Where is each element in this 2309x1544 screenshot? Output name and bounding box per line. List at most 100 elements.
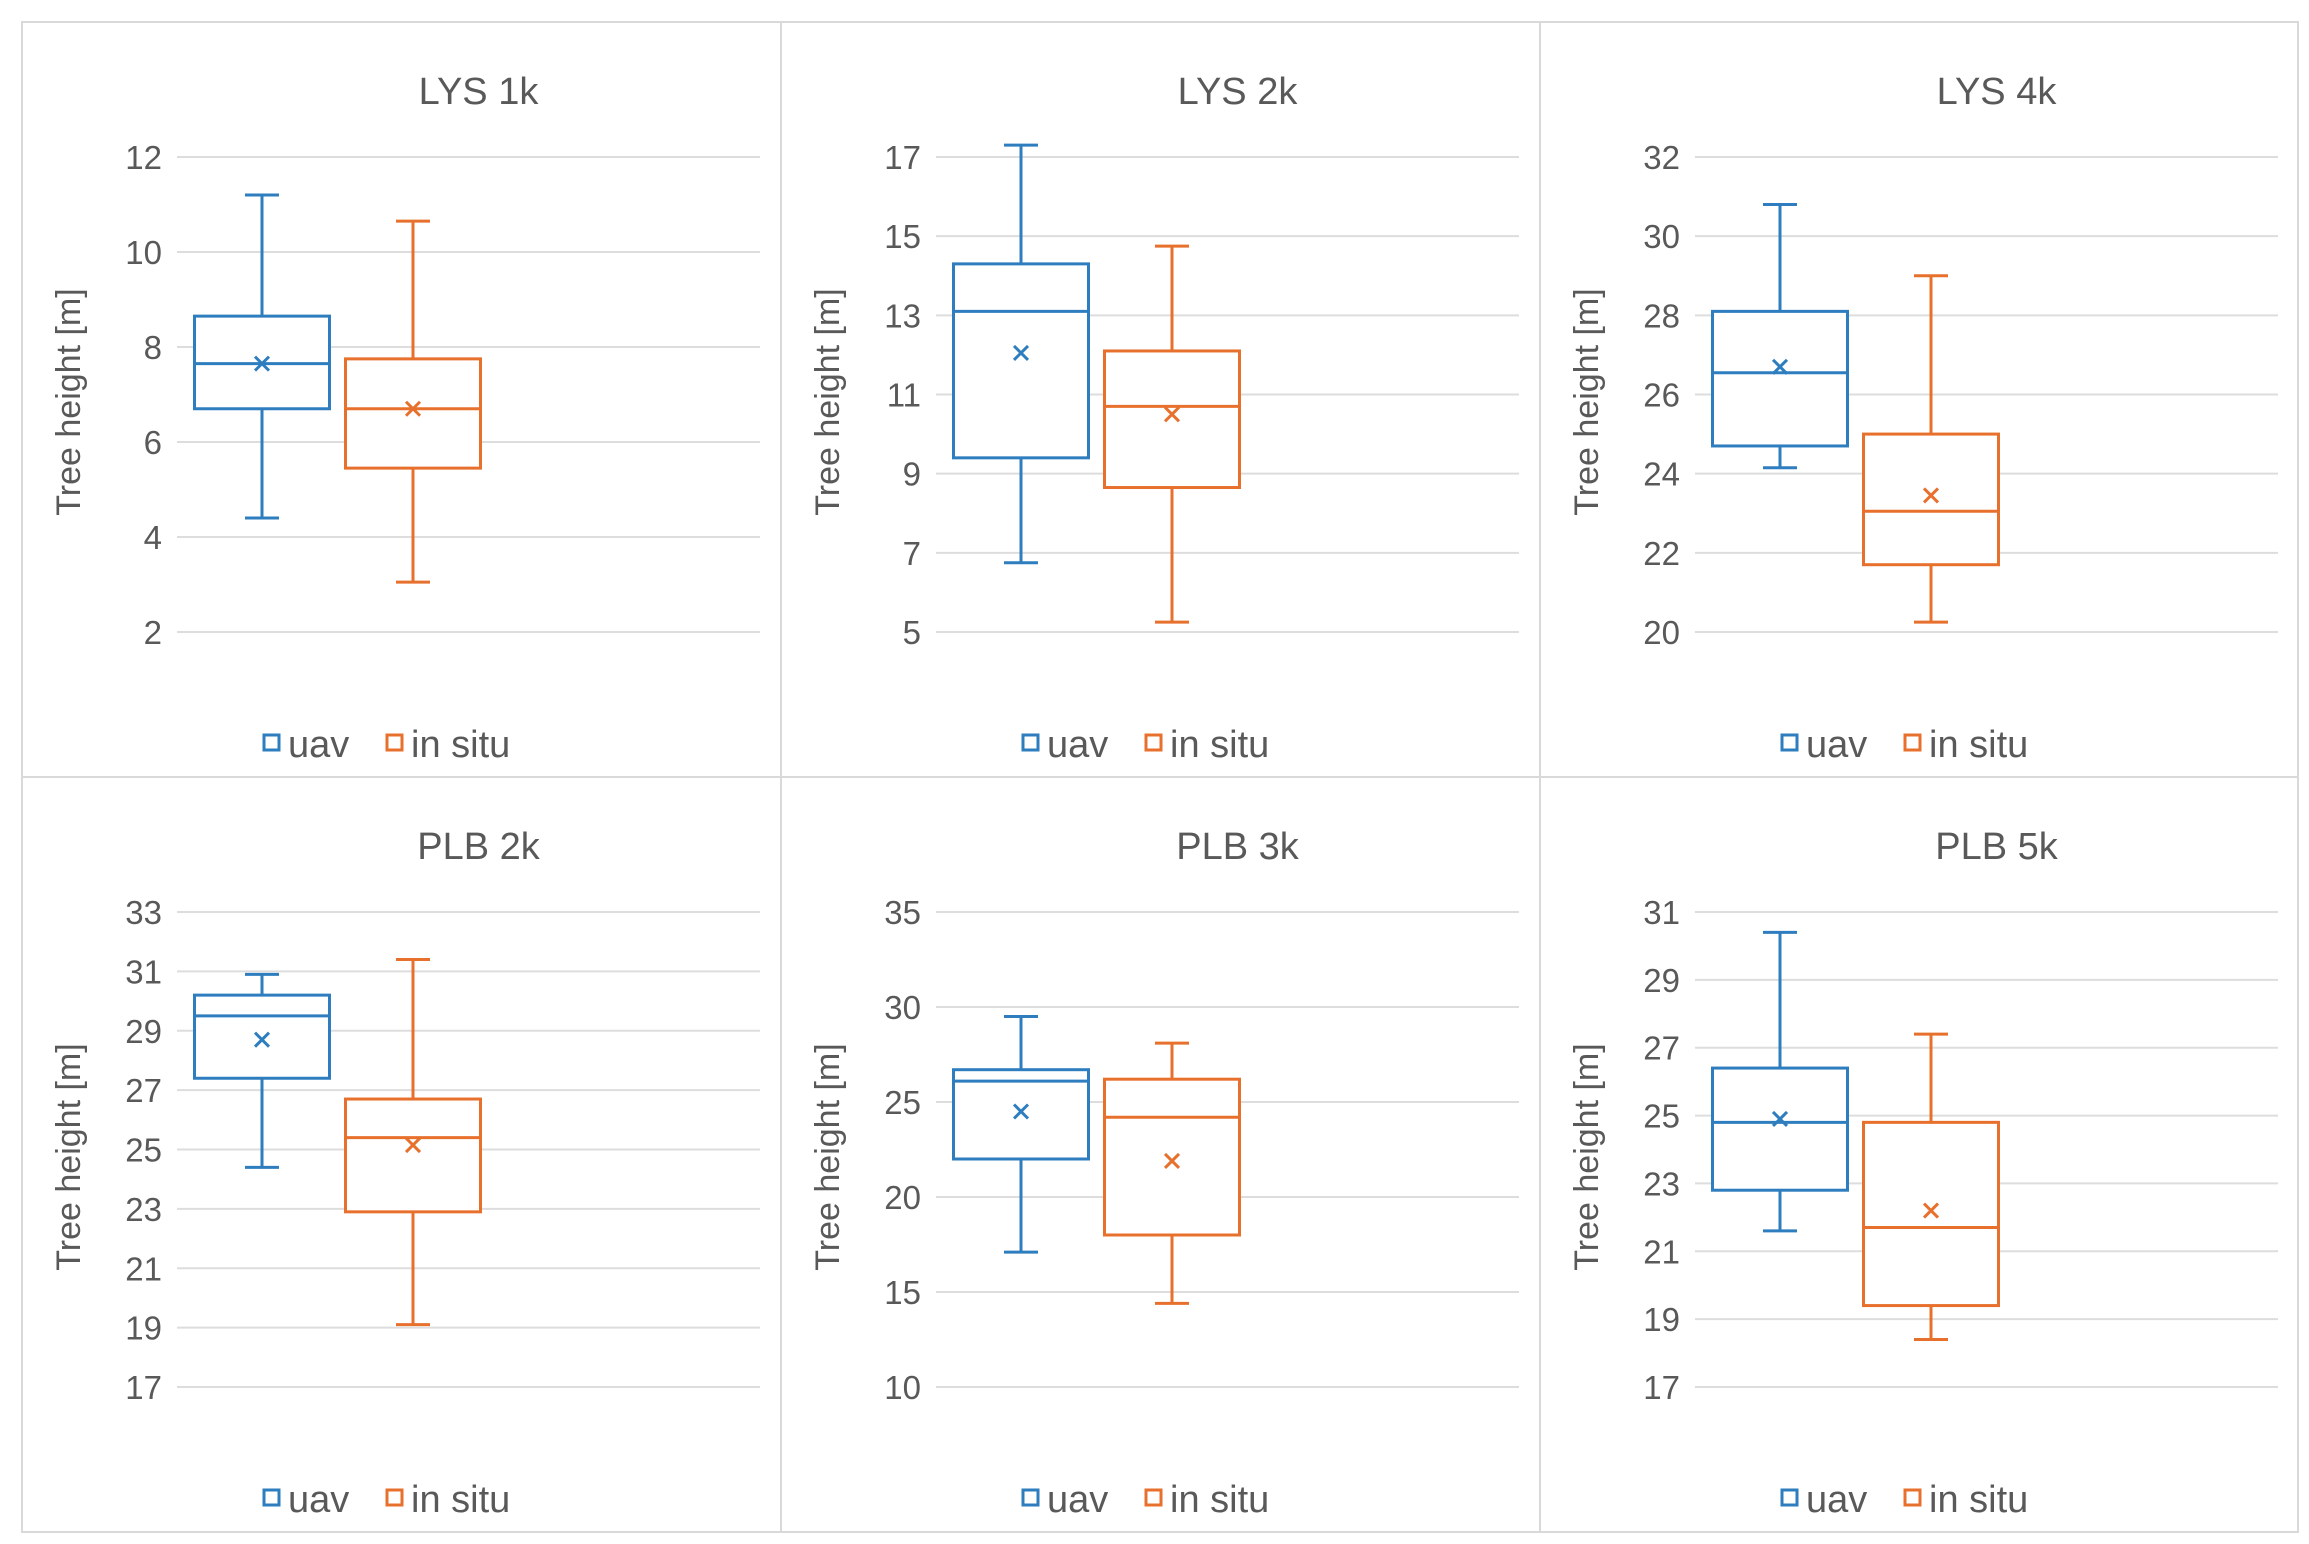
box-iqr — [1103, 1077, 1241, 1237]
legend-swatch — [1903, 1488, 1922, 1507]
legend-swatch — [1780, 733, 1799, 752]
y-tick-label: 31 — [125, 953, 162, 990]
y-tick-label: 10 — [884, 1369, 921, 1406]
box-plot-in-situ — [344, 219, 482, 584]
box-iqr — [193, 993, 331, 1080]
box-plot-uav — [1711, 930, 1849, 1233]
y-tick-label: 32 — [1643, 139, 1680, 176]
legend-label: uav — [1806, 1479, 1867, 1521]
y-tick-label: 13 — [884, 297, 921, 334]
y-tick-label: 7 — [903, 535, 921, 572]
chart-title: PLB 2k — [417, 826, 541, 868]
box-plot-in-situ — [1103, 244, 1241, 624]
box-plot-in-situ — [344, 958, 482, 1327]
y-tick-label: 19 — [1643, 1301, 1680, 1338]
y-tick-label: 29 — [1643, 962, 1680, 999]
box-iqr — [1711, 309, 1849, 448]
legend-swatch — [262, 1488, 281, 1507]
mean-marker — [253, 355, 271, 372]
y-tick-label: 35 — [884, 894, 921, 931]
y-tick-label: 31 — [1643, 894, 1680, 931]
y-tick-label: 8 — [144, 329, 162, 366]
y-tick-label: 15 — [884, 218, 921, 255]
chart-title: PLB 3k — [1176, 826, 1300, 868]
y-tick-label: 25 — [125, 1132, 162, 1169]
legend-label: uav — [288, 1479, 349, 1521]
y-axis-label: Tree height [m] — [1568, 288, 1606, 515]
legend-swatch — [1021, 1488, 1040, 1507]
legend-swatch — [262, 733, 281, 752]
y-tick-label: 23 — [125, 1191, 162, 1228]
y-tick-label: 15 — [884, 1274, 921, 1311]
y-tick-label: 10 — [125, 234, 162, 271]
chart-panel: LYS 1k Tree height [m] 2 4 6 8 10 12 uav in situ — [50, 71, 760, 766]
legend-label: uav — [288, 724, 349, 766]
legend: uav in situ — [262, 1479, 510, 1521]
y-axis-label: Tree height [m] — [50, 1043, 88, 1270]
y-tick-label: 21 — [1643, 1233, 1680, 1270]
y-axis-label: Tree height [m] — [809, 1043, 847, 1270]
legend: uav in situ — [262, 724, 510, 766]
chart-panel: PLB 5k Tree height [m] 17 19 21 23 25 27 29 31 uav… — [1568, 826, 2278, 1521]
mean-marker — [1771, 358, 1789, 375]
mean-marker — [1012, 344, 1030, 361]
legend-label: in situ — [1929, 724, 2028, 766]
y-tick-label: 30 — [1643, 218, 1680, 255]
y-tick-label: 25 — [1643, 1098, 1680, 1135]
legend-label: uav — [1047, 1479, 1108, 1521]
y-tick-label: 28 — [1643, 297, 1680, 334]
y-tick-label: 24 — [1643, 456, 1680, 493]
legend-swatch — [1144, 733, 1163, 752]
y-tick-label: 17 — [125, 1369, 162, 1406]
legend-swatch — [385, 1488, 404, 1507]
box-plot-uav — [193, 972, 331, 1169]
chart-panel: PLB 2k Tree height [m] 17 19 21 23 25 27 29 31 33 u… — [50, 826, 760, 1521]
box-iqr — [952, 262, 1090, 460]
y-tick-label: 12 — [125, 139, 162, 176]
box-iqr — [1711, 1066, 1849, 1192]
y-tick-label: 5 — [903, 614, 921, 651]
mean-marker — [1012, 1103, 1030, 1120]
legend-label: in situ — [1170, 724, 1269, 766]
box-iqr — [952, 1068, 1090, 1161]
legend-label: in situ — [411, 1479, 510, 1521]
box-plot-uav — [1711, 203, 1849, 470]
y-tick-label: 21 — [125, 1250, 162, 1287]
box-plot-uav — [193, 193, 331, 520]
y-tick-label: 27 — [125, 1072, 162, 1109]
mean-marker — [404, 400, 422, 417]
legend: uav in situ — [1780, 724, 2028, 766]
legend-label: in situ — [1929, 1479, 2028, 1521]
mean-marker — [1922, 487, 1940, 504]
y-tick-label: 9 — [903, 456, 921, 493]
legend: uav in situ — [1021, 1479, 1269, 1521]
y-tick-label: 20 — [884, 1179, 921, 1216]
y-tick-label: 23 — [1643, 1165, 1680, 1202]
legend-swatch — [385, 733, 404, 752]
legend-swatch — [1021, 733, 1040, 752]
box-iqr — [1862, 432, 2000, 567]
chart-title: LYS 1k — [419, 71, 540, 113]
y-tick-label: 33 — [125, 894, 162, 931]
box-iqr — [344, 357, 482, 470]
y-tick-label: 11 — [887, 377, 921, 414]
chart-title: LYS 2k — [1178, 71, 1299, 113]
y-tick-label: 17 — [1643, 1369, 1680, 1406]
box-plot-in-situ — [1103, 1041, 1241, 1305]
y-axis-label: Tree height [m] — [50, 288, 88, 515]
y-tick-label: 2 — [144, 614, 162, 651]
y-tick-label: 17 — [884, 139, 921, 176]
legend-label: uav — [1806, 724, 1867, 766]
legend-swatch — [1144, 1488, 1163, 1507]
legend-swatch — [1780, 1488, 1799, 1507]
box-plot-uav — [952, 143, 1090, 565]
mean-marker — [1163, 406, 1181, 423]
y-axis-label: Tree height [m] — [1568, 1043, 1606, 1270]
legend: uav in situ — [1780, 1479, 2028, 1521]
chart-title: PLB 5k — [1935, 826, 2059, 868]
mean-marker — [404, 1136, 422, 1154]
mean-marker — [1163, 1152, 1181, 1169]
legend-label: in situ — [411, 724, 510, 766]
box-iqr — [1862, 1120, 2000, 1308]
